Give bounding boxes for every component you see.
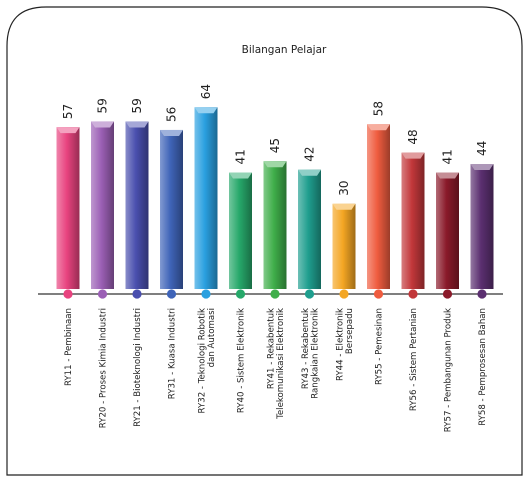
labels-layer: 57 RY11 - Pembinaan 59 RY20 - Proses Kimia … [61, 84, 489, 432]
bar-cap-12 [470, 164, 494, 171]
value-label-7: 42 [303, 146, 317, 161]
bar-5 [229, 172, 252, 289]
category-label-12: RY58 - Pemprosesan Bahan [478, 308, 488, 426]
bar-cap-2 [125, 121, 149, 128]
value-label-3: 56 [165, 107, 179, 122]
bar-11 [436, 172, 459, 289]
axis-dot-6 [270, 289, 280, 299]
bar-cap-7 [298, 169, 321, 176]
axis-dot-3 [166, 289, 177, 299]
bar-2 [125, 121, 149, 289]
chart-title: Bilangan Pelajar [242, 44, 327, 56]
bar-0 [56, 127, 80, 290]
bar-cap-6 [263, 161, 287, 168]
category-label-7: RY43 - RekabentukRangkaian Elektronik [301, 308, 321, 399]
value-label-10: 48 [406, 129, 420, 144]
category-label-9: RY55 - Pemesinan [375, 308, 385, 385]
bar-7 [298, 169, 321, 289]
axis-dot-2 [132, 289, 142, 299]
bar-3 [160, 129, 183, 289]
axis-markers [63, 289, 487, 299]
bar-cap-10 [401, 152, 425, 159]
bar-9 [367, 124, 390, 289]
chart-card: Bilangan Pelajar 57 RY11 - Pembinaan 59 RY2… [6, 6, 524, 476]
bar-cap-0 [56, 127, 80, 134]
bar-10 [401, 152, 425, 289]
bar-chart: Bilangan Pelajar 57 RY11 - Pembinaan 59 RY2… [6, 6, 523, 476]
bar-cap-1 [91, 121, 114, 128]
category-label-6: RY41 - RekabentukTelekomunikasi Elektron… [266, 308, 286, 420]
bar-cap-9 [367, 124, 390, 131]
value-label-8: 30 [337, 181, 351, 196]
bars-layer [56, 107, 494, 290]
bar-6 [263, 161, 287, 289]
category-label-3: RY31 - Kuasa Industri [168, 308, 178, 399]
category-label-8: RY44 - ElektronikBersepadu [335, 308, 355, 381]
axis-dot-0 [63, 289, 73, 299]
value-label-0: 57 [61, 104, 75, 119]
value-label-2: 59 [130, 98, 144, 113]
axis-dot-8 [339, 289, 349, 299]
bar-cap-5 [229, 172, 252, 179]
category-label-5: RY40 - Sistem Elektronik [237, 308, 247, 413]
value-label-4: 64 [199, 84, 213, 99]
category-label-11: RY57 - Pembangunan Produk [444, 308, 454, 432]
value-label-11: 41 [441, 149, 455, 164]
value-label-1: 59 [96, 98, 110, 113]
category-label-0: RY11 - Pembinaan [64, 308, 74, 386]
axis-dot-4 [201, 289, 211, 299]
bar-8 [332, 203, 356, 289]
bar-cap-3 [160, 129, 183, 136]
value-label-6: 45 [268, 138, 282, 153]
category-label-4: RY32 - Teknologi Robotikdan Automasi [197, 308, 217, 413]
bar-1 [91, 121, 114, 289]
axis-dot-5 [235, 289, 246, 299]
category-label-10: RY56 - Sistem Pertanian [409, 308, 419, 411]
axis-dot-12 [477, 289, 487, 299]
value-label-9: 58 [372, 101, 386, 116]
axis-dot-9 [373, 289, 384, 299]
bar-cap-4 [194, 107, 218, 114]
category-label-1: RY20 - Proses Kimia Industri [99, 308, 109, 428]
axis-dot-10 [408, 289, 418, 299]
axis-dot-1 [97, 289, 108, 299]
category-label-2: RY21 - Bioteknologi Industri [133, 308, 143, 427]
value-label-12: 44 [475, 141, 489, 156]
value-label-5: 41 [234, 149, 248, 164]
bar-4 [194, 107, 218, 290]
axis-dot-7 [304, 289, 315, 299]
bar-cap-11 [436, 172, 459, 179]
bar-12 [470, 164, 494, 289]
bar-cap-8 [332, 203, 356, 210]
axis-dot-11 [442, 289, 453, 299]
